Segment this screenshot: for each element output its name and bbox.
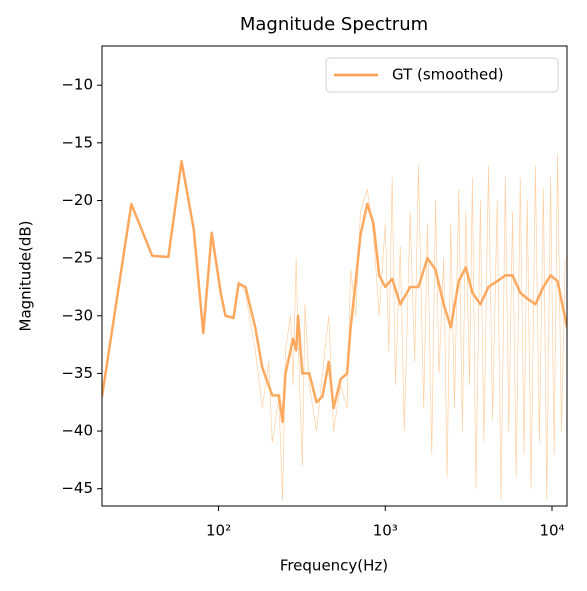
legend-label: GT (smoothed) — [392, 66, 504, 84]
plot-frame — [101, 45, 568, 507]
y-tick-label: −25 — [61, 249, 93, 267]
legend-box — [325, 57, 559, 93]
y-tick-label: −40 — [61, 422, 93, 440]
y-tick-label: −10 — [61, 76, 93, 94]
x-axis-label: Frequency(Hz) — [280, 557, 388, 575]
x-tick-label: 10² — [206, 522, 231, 540]
y-tick-label: −30 — [61, 306, 93, 324]
y-tick-label: −45 — [61, 479, 93, 497]
y-axis-label: Magnitude(dB) — [17, 221, 35, 332]
series-line — [102, 154, 566, 501]
y-tick-label: −15 — [61, 133, 93, 151]
series-line — [102, 160, 567, 424]
y-tick-label: −35 — [61, 364, 93, 382]
x-tick-label: 10⁴ — [539, 522, 564, 540]
chart-title: Magnitude Spectrum — [240, 14, 428, 35]
y-tick-label: −20 — [61, 191, 93, 209]
x-tick-label: 10³ — [373, 522, 398, 540]
plot-area — [102, 154, 567, 501]
